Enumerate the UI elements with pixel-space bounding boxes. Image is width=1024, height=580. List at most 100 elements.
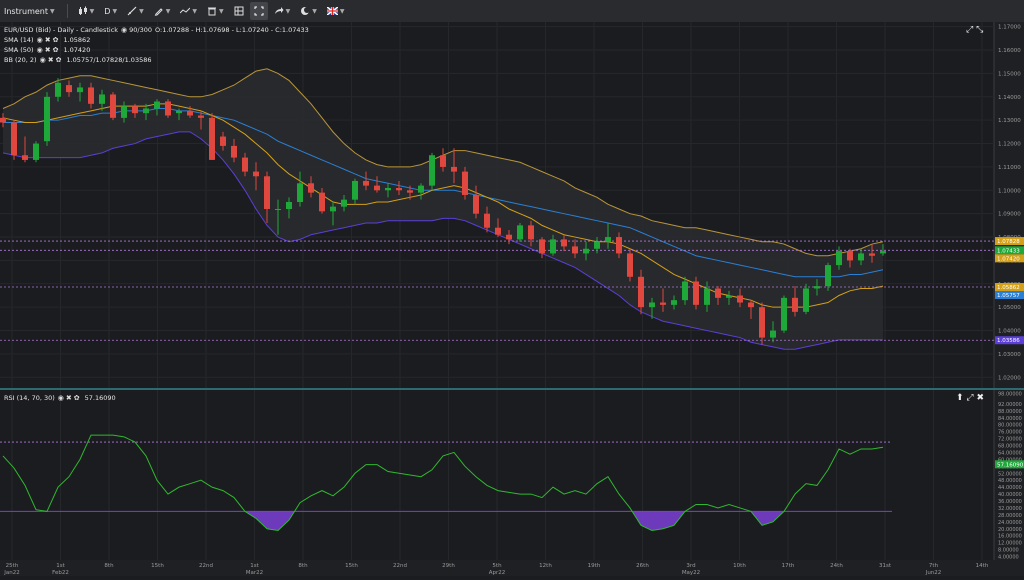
close-icon[interactable]: ✖	[44, 46, 51, 54]
price-tag	[995, 246, 1024, 255]
share-button[interactable]: ▼	[270, 2, 295, 20]
gear-icon[interactable]: ✿	[52, 46, 59, 54]
draw-line-button[interactable]: ▼	[123, 2, 148, 20]
candle-down	[539, 239, 545, 254]
theme-button[interactable]: ▼	[296, 2, 321, 20]
candle-up	[770, 330, 776, 338]
collapse-icon[interactable]: ⤡	[976, 25, 984, 35]
pencil-button[interactable]: ▼	[150, 2, 175, 20]
chevron-down-icon: ▼	[112, 7, 118, 15]
price-tag-label: 1.07433	[997, 248, 1020, 254]
candle-up	[297, 183, 303, 202]
rsi-chart-canvas[interactable]: 98.00000 92.0000088.0000084.0000080.00000…	[0, 390, 1024, 561]
rsi-chart-pane[interactable]: 98.00000 92.00000 88.00000 84.00000 80.00000…	[0, 390, 1024, 561]
price-chart-canvas[interactable]: 1.17000 1.16000 1.15000 1.14000 1.13000 1.120…	[0, 22, 1024, 389]
rsi-tick-label: 88.00000	[998, 409, 1022, 415]
chevron-down-icon: ▼	[50, 7, 55, 15]
candle-down	[869, 253, 875, 256]
candle-up	[781, 297, 787, 331]
price-tag	[995, 291, 1024, 300]
rsi-label: RSI (14, 70, 30)	[4, 394, 55, 402]
candle-down	[495, 227, 501, 235]
candle-down	[88, 87, 94, 104]
price-tick-label: 1.05000	[998, 305, 1021, 311]
candle-down	[319, 192, 325, 212]
expand-icon[interactable]: ⤢	[966, 25, 974, 35]
gear-icon[interactable]: ✿	[55, 56, 62, 64]
pane-divider[interactable]	[0, 388, 1024, 390]
period-selector[interactable]: D ▼	[100, 2, 121, 20]
candle-down	[847, 251, 853, 261]
rsi-tick-label: 92.00000	[998, 402, 1022, 408]
language-button[interactable]: ▼	[323, 2, 349, 20]
eye-icon[interactable]: ◉	[36, 36, 43, 44]
time-tick-month-label: Jun22	[925, 570, 942, 576]
candle-up	[550, 239, 556, 254]
gear-icon[interactable]: ✿	[52, 36, 59, 44]
time-tick-label: 5th	[492, 563, 502, 569]
candle-down	[66, 85, 72, 93]
candle-down	[374, 185, 380, 191]
candle-up	[704, 288, 710, 305]
close-icon[interactable]: ✖	[47, 56, 54, 64]
eye-icon[interactable]: ◉	[57, 394, 64, 402]
time-tick-label: 31st	[879, 563, 892, 569]
rsi-tick-label: 84.00000	[998, 416, 1022, 422]
close-icon[interactable]: ✖	[44, 36, 51, 44]
rsi-tick-label: 44.00000	[998, 485, 1022, 491]
candle-down	[22, 155, 28, 160]
chevron-down-icon: ▼	[339, 7, 345, 15]
candle-down	[110, 94, 116, 118]
theme-icon	[301, 7, 311, 15]
indicators-button[interactable]: ▼	[176, 2, 201, 20]
candle-down	[440, 155, 446, 167]
chart-type-button[interactable]: ▼	[74, 2, 99, 20]
gear-icon[interactable]: ✿	[73, 394, 80, 402]
rsi-pane-tools: ⬆ ⤢ ✖	[956, 393, 984, 403]
price-tick-label: 1.15000	[998, 71, 1021, 77]
time-tick-label: 8th	[298, 563, 308, 569]
eye-icon[interactable]: ◉	[121, 26, 128, 34]
rsi-tick-label: 40.00000	[998, 492, 1022, 498]
candle-down	[473, 194, 479, 214]
close-icon[interactable]: ✖	[65, 394, 72, 402]
rsi-axis-background	[994, 390, 1024, 560]
fullscreen-icon	[254, 6, 264, 16]
time-tick-label: 15th	[151, 563, 164, 569]
candle-down	[484, 213, 490, 228]
move-up-icon[interactable]: ⬆	[956, 393, 964, 403]
main-pane-tools: ⤢ ⤡	[966, 25, 983, 35]
candle-up	[814, 286, 820, 289]
candle-up	[682, 281, 688, 301]
rsi-pane-background	[0, 390, 1024, 560]
instrument-selector[interactable]: Instrument ▼	[0, 2, 59, 20]
chevron-down-icon: ▼	[139, 7, 144, 15]
candle-up	[671, 300, 677, 305]
candle-up	[55, 82, 61, 97]
fullscreen-button[interactable]	[249, 2, 268, 20]
expand-icon[interactable]: ⤢	[966, 393, 974, 403]
candle-up	[352, 180, 358, 200]
close-icon[interactable]: ✖	[976, 393, 985, 403]
candle-down	[242, 157, 248, 172]
candle-down	[198, 115, 204, 118]
price-tick-label: 1.13000	[998, 118, 1021, 124]
rsi-legend: RSI (14, 70, 30) ◉ ✖ ✿ 57.16090	[4, 393, 116, 403]
candle-up	[330, 206, 336, 212]
bb-legend-row: BB (20, 2) ◉ ✖ ✿ 1.05757/1.07828/1.03586	[4, 55, 312, 65]
bb-label: BB (20, 2)	[4, 56, 37, 64]
instrument-title: EUR/USD (Bid) - Daily - Candlestick	[4, 26, 119, 34]
period-label: D	[104, 6, 111, 16]
candle-down	[0, 117, 6, 123]
eye-icon[interactable]: ◉	[36, 46, 43, 54]
time-axis: 25th Jan22 1st Feb22 8th 15th 22nd 1st Mar22 8th 1…	[0, 560, 1024, 576]
rsi-tick-label: 52.00000	[998, 471, 1022, 477]
delete-button[interactable]: ▼	[203, 2, 228, 20]
price-chart-pane[interactable]: 1.17000 1.16000 1.15000 1.14000 1.13000 1.120…	[0, 22, 1024, 389]
chevron-down-icon: ▼	[192, 7, 197, 15]
candle-down	[132, 106, 138, 114]
eye-icon[interactable]: ◉	[39, 56, 46, 64]
layout-button[interactable]	[230, 2, 248, 20]
candle-down	[308, 183, 314, 193]
